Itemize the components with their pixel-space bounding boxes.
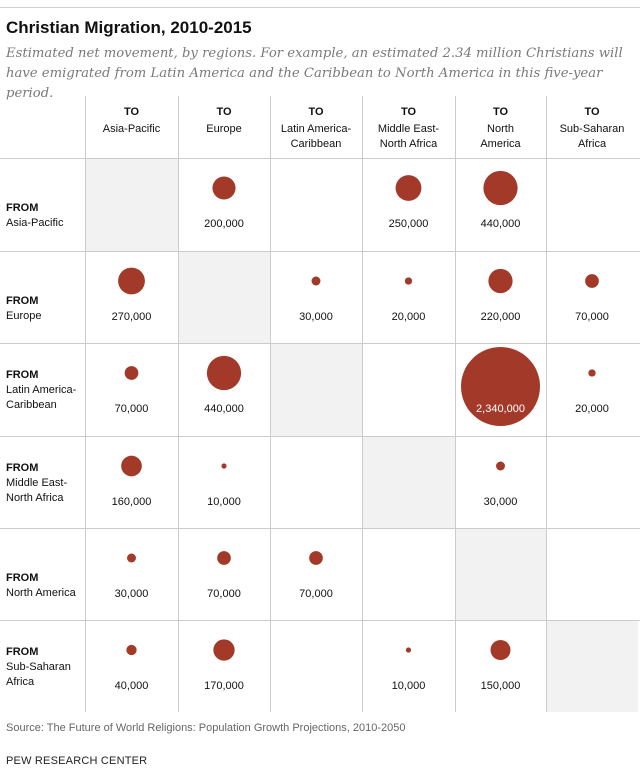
bubble-r5-c3	[405, 647, 412, 653]
value-label-r0-c3: 250,000	[389, 218, 429, 230]
bubble-r0-c1	[212, 176, 236, 200]
value-label-r1-c3: 20,000	[392, 311, 426, 323]
row-header-label-1-0: Europe	[6, 310, 41, 322]
bubble-r5-c0	[126, 644, 137, 656]
value-label-r5-c1: 170,000	[204, 680, 244, 692]
col-header-label-4-1: America	[480, 138, 521, 150]
bubble-r3-c1	[221, 463, 227, 469]
col-header-label-5-1: Africa	[578, 138, 607, 150]
diagonal-cell-2	[270, 343, 362, 436]
col-header-label-1-0: Europe	[206, 123, 241, 135]
col-header-label-5-0: Sub-Saharan	[560, 123, 625, 135]
row-header-from-1: FROM	[6, 295, 38, 307]
value-label-r1-c5: 70,000	[575, 311, 609, 323]
value-label-r5-c4: 150,000	[481, 680, 521, 692]
col-header-label-3-1: North Africa	[380, 138, 438, 150]
row-header-label-3-0: Middle East-	[6, 477, 67, 489]
diagonal-cell-0	[85, 158, 178, 251]
row-header-label-3-1: North Africa	[6, 492, 64, 504]
row-header-from-4: FROM	[6, 572, 38, 584]
value-label-r3-c4: 30,000	[484, 496, 518, 508]
row-header-from-2: FROM	[6, 369, 38, 381]
diagonal-cell-5	[546, 620, 638, 712]
diagonal-cell-4	[455, 528, 546, 620]
bubble-r2-c0	[124, 366, 139, 380]
value-label-r4-c2: 70,000	[299, 588, 333, 600]
value-label-r3-c0: 160,000	[112, 496, 152, 508]
col-header-label-2-0: Latin America-	[281, 123, 352, 135]
bubble-r2-c1	[206, 355, 242, 391]
value-label-r5-c0: 40,000	[115, 680, 149, 692]
value-label-r4-c0: 30,000	[115, 588, 149, 600]
chart-subtitle: Estimated net movement, by regions. For …	[6, 46, 623, 101]
bubble-r1-c0	[118, 267, 145, 295]
bubble-r5-c1	[213, 639, 235, 661]
value-label-r1-c4: 220,000	[481, 311, 521, 323]
row-header-label-5-0: Sub-Saharan	[6, 661, 71, 673]
row-header-label-2-0: Latin America-	[6, 384, 77, 396]
col-header-to-3: TO	[401, 106, 417, 118]
value-label-r1-c2: 30,000	[299, 311, 333, 323]
diagonal-cell-3	[362, 436, 455, 528]
value-label-r5-c3: 10,000	[392, 680, 426, 692]
bubble-r3-c0	[121, 455, 142, 477]
row-header-from-5: FROM	[6, 646, 38, 658]
col-header-label-3-0: Middle East-	[378, 123, 439, 135]
bubble-r4-c2	[309, 551, 323, 565]
value-label-r1-c0: 270,000	[112, 311, 152, 323]
col-header-to-1: TO	[216, 106, 232, 118]
col-header-to-2: TO	[308, 106, 324, 118]
value-label-r4-c1: 70,000	[207, 588, 241, 600]
col-header-to-0: TO	[124, 106, 140, 118]
bubble-r1-c2	[311, 276, 321, 286]
row-header-from-3: FROM	[6, 462, 38, 474]
bubble-r2-c5	[588, 369, 596, 377]
row-header-label-2-1: Caribbean	[6, 399, 57, 411]
value-label-r0-c1: 200,000	[204, 218, 244, 230]
row-header-from-0: FROM	[6, 202, 38, 214]
source-note: Source: The Future of World Religions: P…	[6, 722, 406, 734]
col-header-label-0-0: Asia-Pacific	[103, 123, 161, 135]
col-header-label-4-0: North	[487, 123, 514, 135]
row-header-label-5-1: Africa	[6, 676, 35, 688]
top-rule	[0, 7, 640, 8]
row-header-label-4-0: North America	[6, 587, 77, 599]
value-label-r2-c5: 20,000	[575, 403, 609, 415]
bubble-r4-c1	[217, 551, 231, 565]
bubble-r3-c4	[496, 461, 505, 471]
bubble-r0-c3	[395, 175, 422, 201]
bubble-r2-c4	[461, 347, 540, 426]
chart-title: Christian Migration, 2010-2015	[6, 18, 252, 37]
col-header-label-2-1: Caribbean	[291, 138, 342, 150]
value-label-r3-c1: 10,000	[207, 496, 241, 508]
bubble-r5-c4	[490, 640, 511, 660]
col-header-to-4: TO	[493, 106, 509, 118]
bubble-r1-c4	[488, 268, 513, 294]
value-label-r2-c1: 440,000	[204, 403, 244, 415]
bubble-r1-c5	[585, 274, 599, 288]
org-credit: PEW RESEARCH CENTER	[6, 755, 148, 767]
value-label-r2-c4: 2,340,000	[476, 403, 525, 415]
bubble-r1-c3	[404, 277, 413, 285]
col-header-to-5: TO	[584, 106, 600, 118]
row-header-label-0-0: Asia-Pacific	[6, 217, 64, 229]
value-label-r2-c0: 70,000	[115, 403, 149, 415]
value-label-r0-c4: 440,000	[481, 218, 521, 230]
bubble-r0-c4	[483, 170, 518, 206]
diagonal-cell-1	[178, 251, 270, 343]
bubble-r4-c0	[127, 553, 136, 563]
